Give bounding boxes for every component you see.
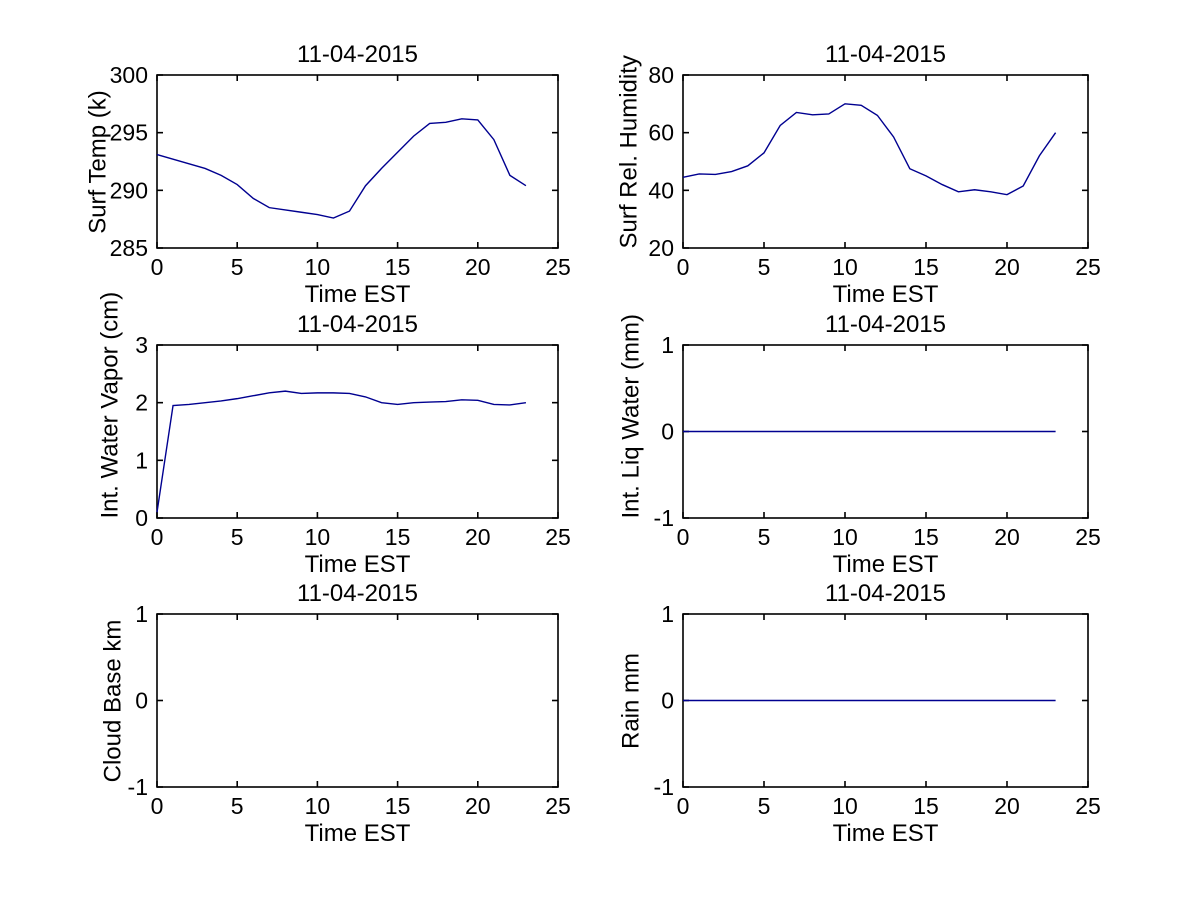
svg-text:15: 15 (385, 524, 411, 550)
plot-title: 11-04-2015 (297, 580, 418, 607)
svg-text:10: 10 (305, 793, 331, 819)
svg-text:5: 5 (758, 524, 771, 550)
svg-text:1: 1 (135, 447, 148, 473)
x-axis-label: Time EST (832, 551, 939, 578)
svg-text:0: 0 (677, 524, 690, 550)
svg-text:2: 2 (135, 390, 148, 416)
svg-text:15: 15 (913, 254, 939, 280)
plot-title: 11-04-2015 (297, 41, 418, 68)
svg-text:20: 20 (994, 793, 1020, 819)
plot-area-surf-temp: 0 5 10 15 20 25 285 290 295 300 (110, 62, 571, 280)
plot-title: 11-04-2015 (825, 311, 946, 338)
svg-text:10: 10 (305, 254, 331, 280)
svg-text:10: 10 (832, 793, 858, 819)
svg-text:25: 25 (545, 524, 571, 550)
plot-area-cloud-base: 0 5 10 15 20 25-101 (128, 601, 571, 819)
x-axis-label: Time EST (304, 281, 411, 308)
svg-text:-1: -1 (128, 774, 148, 800)
svg-text:-1: -1 (654, 774, 674, 800)
svg-text:290: 290 (110, 177, 148, 203)
x-axis-label: Time EST (832, 281, 939, 308)
svg-text:10: 10 (832, 524, 858, 550)
svg-text:1: 1 (135, 601, 148, 627)
svg-text:25: 25 (1075, 524, 1101, 550)
plot-area-liq-water: 0 5 10 15 20 25-101 (654, 332, 1101, 550)
svg-text:10: 10 (832, 254, 858, 280)
svg-text:5: 5 (231, 254, 244, 280)
svg-text:-1: -1 (654, 505, 674, 531)
plot-title: 11-04-2015 (825, 41, 946, 68)
plot-area-rel-humidity: 0 5 10 15 20 25 20 40 60 80 (648, 62, 1101, 280)
svg-text:5: 5 (231, 524, 244, 550)
svg-text:1: 1 (661, 332, 674, 358)
svg-text:5: 5 (758, 254, 771, 280)
svg-text:0: 0 (661, 688, 674, 714)
svg-text:0: 0 (151, 254, 164, 280)
plot-area-rain: 0 5 10 15 20 25-101 (654, 601, 1101, 819)
svg-text:10: 10 (305, 524, 331, 550)
svg-text:20: 20 (465, 254, 491, 280)
svg-text:25: 25 (545, 254, 571, 280)
svg-text:20: 20 (465, 793, 491, 819)
svg-text:0: 0 (151, 524, 164, 550)
svg-text:15: 15 (913, 793, 939, 819)
svg-text:295: 295 (110, 120, 148, 146)
svg-text:25: 25 (1075, 793, 1101, 819)
svg-text:20: 20 (465, 524, 491, 550)
svg-text:15: 15 (913, 524, 939, 550)
svg-text:15: 15 (385, 793, 411, 819)
svg-text:285: 285 (110, 235, 148, 261)
x-axis-label: Time EST (304, 820, 411, 847)
svg-text:60: 60 (648, 120, 674, 146)
svg-text:80: 80 (648, 62, 674, 88)
svg-text:5: 5 (231, 793, 244, 819)
svg-text:0: 0 (135, 505, 148, 531)
x-axis-label: Time EST (832, 820, 939, 847)
svg-text:1: 1 (661, 601, 674, 627)
svg-text:0: 0 (151, 793, 164, 819)
svg-text:15: 15 (385, 254, 411, 280)
svg-text:20: 20 (994, 524, 1020, 550)
svg-text:25: 25 (545, 793, 571, 819)
svg-text:20: 20 (994, 254, 1020, 280)
svg-text:20: 20 (648, 235, 674, 261)
svg-text:0: 0 (135, 688, 148, 714)
svg-text:3: 3 (135, 332, 148, 358)
svg-text:0: 0 (677, 793, 690, 819)
plot-area-water-vapor: 0 5 10 15 20 25 0 1 2 3 (135, 332, 571, 550)
svg-text:25: 25 (1075, 254, 1101, 280)
svg-text:40: 40 (648, 177, 674, 203)
svg-text:0: 0 (677, 254, 690, 280)
plot-title: 11-04-2015 (825, 580, 946, 607)
svg-text:5: 5 (758, 793, 771, 819)
plot-title: 11-04-2015 (297, 311, 418, 338)
svg-text:300: 300 (110, 62, 148, 88)
x-axis-label: Time EST (304, 551, 411, 578)
svg-text:0: 0 (661, 419, 674, 445)
